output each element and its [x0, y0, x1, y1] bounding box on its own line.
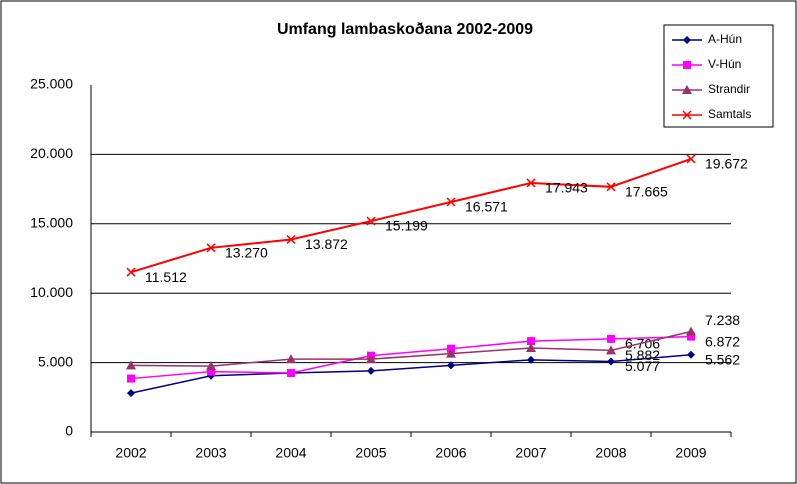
- marker: [607, 357, 615, 366]
- data-label: 5.562: [705, 352, 740, 368]
- marker: [126, 267, 136, 277]
- line: [130, 335, 692, 380]
- line: [130, 354, 692, 394]
- marker: [207, 367, 215, 376]
- data-label: 6.872: [705, 333, 740, 349]
- legend-label: A-Hún: [708, 32, 742, 46]
- marker: [127, 374, 135, 383]
- marker: [286, 234, 296, 244]
- y-tick-label: 10.000: [30, 284, 73, 300]
- data-label: 17.943: [545, 180, 588, 196]
- marker: [527, 355, 535, 364]
- marker: [687, 350, 695, 359]
- marker: [606, 182, 616, 192]
- marker: [446, 348, 456, 358]
- x-tick-label: 2008: [595, 445, 626, 461]
- marker: [206, 243, 216, 253]
- data-label: 5.882: [625, 347, 660, 363]
- y-tick-label: 5.000: [38, 353, 73, 369]
- marker: [527, 337, 535, 346]
- marker: [447, 361, 455, 370]
- x-tick-label: 2003: [195, 445, 226, 461]
- marker: [206, 361, 216, 371]
- data-label: 16.571: [465, 199, 508, 215]
- x-tick-label: 2004: [275, 445, 306, 461]
- marker: [366, 354, 376, 364]
- marker: [686, 154, 696, 164]
- data-label: 7.238: [705, 312, 740, 328]
- data-label: 11.512: [145, 269, 187, 285]
- marker: [366, 216, 376, 226]
- marker: [526, 178, 536, 188]
- x-tick-label: 2005: [355, 445, 386, 461]
- marker: [367, 366, 375, 375]
- data-label: 19.672: [705, 156, 748, 172]
- marker: [687, 332, 695, 341]
- y-tick-label: 25.000: [30, 76, 73, 92]
- x-tick-label: 2002: [115, 445, 146, 461]
- data-label: 5.077: [625, 358, 660, 374]
- legend-label: Samtals: [708, 107, 751, 121]
- marker: [287, 369, 295, 378]
- data-label: 17.665: [625, 184, 668, 200]
- marker: [606, 345, 616, 355]
- chart-title: Umfang lambaskoðana 2002-2009: [277, 21, 533, 38]
- marker: [682, 110, 692, 120]
- legend-label: Strandir: [708, 82, 750, 96]
- marker: [126, 360, 136, 370]
- data-label: 13.270: [225, 245, 268, 261]
- legend-label: V-Hún: [708, 57, 741, 71]
- data-label: 15.199: [385, 218, 428, 234]
- marker: [526, 343, 536, 353]
- data-label: 13.872: [305, 236, 348, 252]
- x-tick-label: 2009: [675, 445, 706, 461]
- marker: [446, 197, 456, 207]
- x-tick-label: 2006: [435, 445, 466, 461]
- marker: [686, 326, 696, 336]
- marker: [682, 85, 692, 94]
- y-tick-label: 20.000: [30, 145, 73, 161]
- marker: [683, 36, 691, 44]
- line: [130, 158, 692, 274]
- marker: [286, 354, 296, 364]
- marker: [127, 389, 135, 398]
- legend: [663, 24, 774, 128]
- x-tick-label: 2007: [515, 445, 546, 461]
- marker: [607, 334, 615, 343]
- y-tick-label: 15.000: [30, 215, 73, 231]
- marker: [683, 61, 691, 69]
- line: [130, 330, 692, 367]
- y-tick-label: 0: [65, 423, 73, 439]
